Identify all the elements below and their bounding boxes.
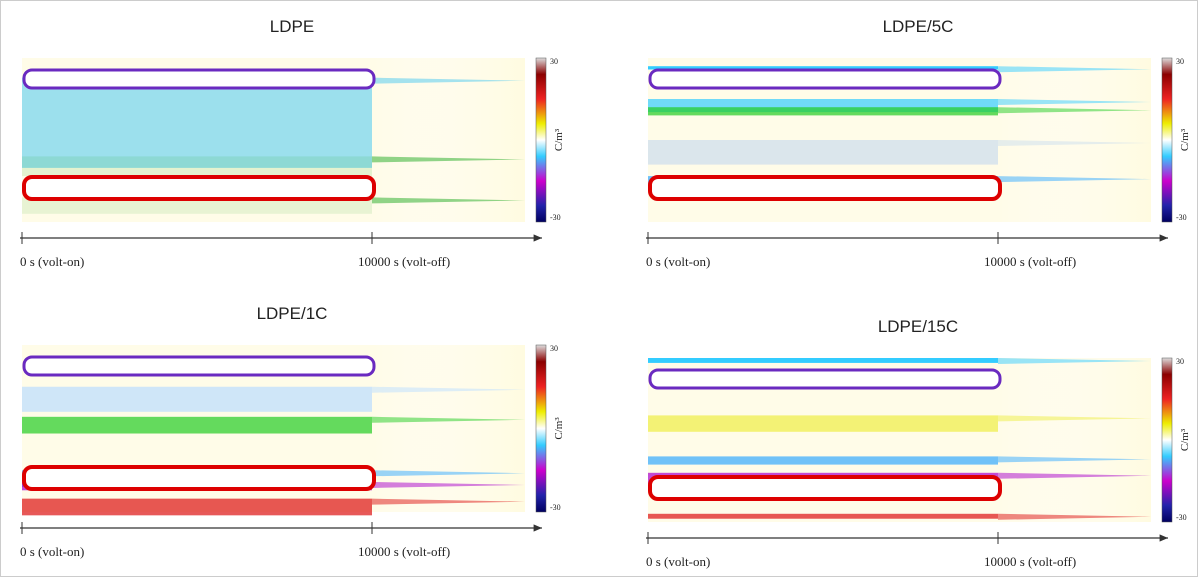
charge-tail (372, 481, 525, 488)
colorbar-max: 30 (1176, 357, 1184, 366)
panel: LDPE/15C 30 -30 C/m³ 0 s (volt-on) 10000 s (v… (646, 317, 1191, 569)
colorbar (535, 344, 547, 513)
charge-tail (998, 513, 1151, 520)
x-start-label: 0 s (volt-on) (646, 254, 710, 269)
panel: LDPE/5C 30 -30 C/m³ 0 s (volt-on) 10000 s (vo… (646, 17, 1191, 269)
colorbar-max: 30 (550, 344, 558, 353)
colorbar-min: -30 (550, 503, 561, 512)
x-end-label: 10000 s (volt-off) (358, 544, 450, 559)
electrode-bottom (22, 175, 376, 201)
charge-tail (998, 358, 1151, 364)
charge-band (22, 77, 372, 168)
x-start-label: 0 s (volt-on) (646, 554, 710, 569)
colorbar-min: -30 (1176, 213, 1187, 222)
colorbar-min: -30 (1176, 513, 1187, 522)
charge-tail (998, 66, 1151, 73)
panel-title: LDPE/5C (883, 17, 954, 36)
panel-title: LDPE/1C (257, 304, 328, 323)
colorbar-label: C/m³ (553, 417, 565, 440)
colorbar-min: -30 (550, 213, 561, 222)
charge-band (648, 456, 998, 465)
x-end-label: 10000 s (volt-off) (984, 254, 1076, 269)
charge-band (648, 415, 998, 432)
electrode-bottom (648, 475, 1002, 501)
charge-band (648, 358, 998, 363)
charge-tail (998, 140, 1151, 146)
colorbar-max: 30 (550, 57, 558, 66)
colorbar-label: C/m³ (1179, 428, 1191, 451)
charge-band (22, 498, 372, 516)
electrode-top (648, 368, 1002, 390)
charge-tail (372, 197, 525, 204)
electrode-bottom (22, 465, 376, 491)
charge-tail (372, 498, 525, 505)
panel-title: LDPE/15C (878, 317, 958, 336)
charge-tail (998, 472, 1151, 479)
charge-band (648, 140, 998, 165)
colorbar-max: 30 (1176, 57, 1184, 66)
electrode-bottom (648, 175, 1002, 201)
charge-tail (998, 107, 1151, 114)
charge-band (22, 416, 372, 434)
electrode-top (22, 68, 376, 90)
panel: LDPE 30 -30 C/m³ 0 s (volt-on) 10000 s (volt-… (20, 17, 565, 269)
colorbar-label: C/m³ (553, 128, 565, 151)
charge-tail (372, 416, 525, 423)
electrode-top (22, 355, 376, 377)
charge-tail (998, 415, 1151, 422)
x-end-label: 10000 s (volt-off) (984, 554, 1076, 569)
charge-band (648, 107, 998, 116)
charge-tail (998, 176, 1151, 183)
electrode-top (648, 68, 1002, 90)
charge-band (22, 386, 372, 412)
heatmap-fade (998, 58, 1151, 222)
colorbar (1161, 357, 1173, 523)
charge-tail (372, 156, 525, 163)
charge-tail (372, 77, 525, 84)
charge-band (22, 197, 372, 214)
charge-tail (998, 99, 1151, 105)
charge-tail (998, 456, 1151, 463)
x-end-label: 10000 s (volt-off) (358, 254, 450, 269)
heatmap-fade (998, 358, 1151, 522)
charge-tail (372, 470, 525, 477)
panel: LDPE/1C 30 -30 C/m³ 0 s (volt-on) 10000 s (vo… (20, 304, 565, 559)
charge-tail (372, 386, 525, 393)
heatmap-fade (372, 58, 525, 222)
colorbar (535, 57, 547, 223)
charge-band (22, 156, 372, 177)
x-start-label: 0 s (volt-on) (20, 254, 84, 269)
panel-title: LDPE (270, 17, 314, 36)
x-start-label: 0 s (volt-on) (20, 544, 84, 559)
charge-band (648, 66, 998, 70)
colorbar (1161, 57, 1173, 223)
charge-band (648, 513, 998, 519)
colorbar-label: C/m³ (1179, 128, 1191, 151)
